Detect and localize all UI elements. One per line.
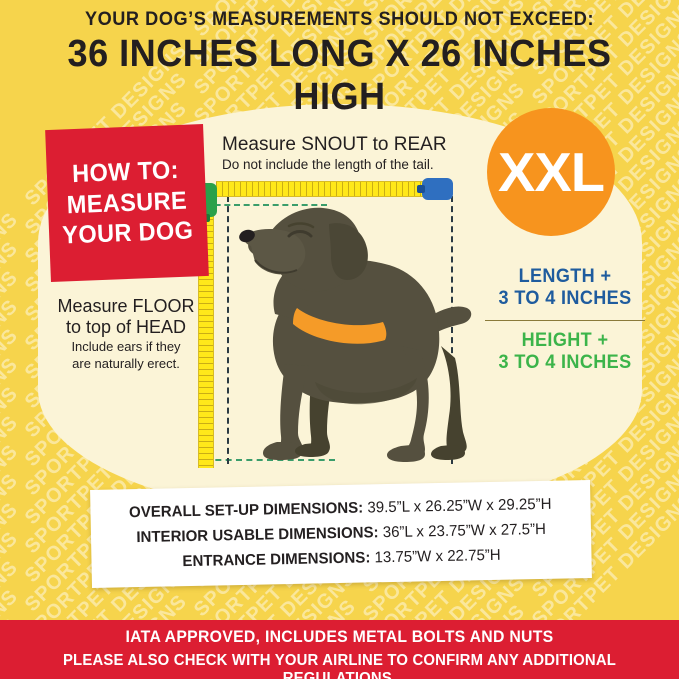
dog-muzzle	[244, 229, 306, 275]
dog-brow	[287, 222, 315, 229]
footer-line-2: PLEASE ALSO CHECK WITH YOUR AIRLINE TO C…	[62, 652, 617, 679]
header-subtitle: YOUR DOG’S MEASUREMENTS SHOULD NOT EXCEE…	[84, 8, 595, 30]
dimension-label-overall: OVERALL SET-UP DIMENSIONS:	[129, 499, 364, 522]
floor-callout-title-line1: Measure FLOOR	[57, 296, 195, 316]
tape-measure-horizontal-icon	[216, 178, 453, 200]
dog-collar	[293, 308, 387, 344]
header-title: 36 INCHES LONG X 26 INCHES HIGH	[67, 33, 612, 118]
dog-ear	[329, 223, 368, 280]
guide-line-floor	[205, 459, 335, 461]
footer-line-1: IATA APPROVED, INCLUDES METAL BOLTS AND …	[125, 627, 554, 646]
add-inches-divider	[485, 319, 645, 321]
dog-belly-shade	[315, 378, 417, 405]
floor-callout-subtitle-line2: are naturally erect.	[72, 356, 180, 372]
guide-line-snout	[227, 196, 229, 464]
guide-line-rear	[451, 196, 453, 464]
add-inches-block: LENGTH + 3 TO 4 INCHES HEIGHT + 3 TO 4 I…	[483, 266, 647, 375]
dog-hind-paw-far	[431, 445, 465, 460]
dog-eye	[287, 230, 313, 238]
dog-hind-leg-near	[401, 346, 429, 459]
tape-horizontal-band	[216, 181, 434, 197]
floor-callout-subtitle-line1: Include ears if they	[71, 339, 181, 355]
dimension-row-entrance: ENTRANCE DIMENSIONS: 13.75”W x 22.75”H	[182, 547, 501, 571]
how-to-line-2: MEASURE	[66, 186, 188, 220]
how-to-measure-banner: HOW TO: MEASURE YOUR DOG	[45, 124, 209, 282]
dog-hind-leg-far	[441, 346, 467, 454]
dimensions-box: OVERALL SET-UP DIMENSIONS: 39.5”L x 26.2…	[90, 479, 592, 589]
height-add-value: 3 TO 4 INCHES	[498, 352, 632, 374]
floor-to-head-callout: Measure FLOOR to top of HEAD Include ear…	[36, 296, 216, 372]
size-badge: XXL	[487, 108, 615, 236]
how-to-line-3: YOUR DOG	[62, 216, 195, 250]
header: YOUR DOG’S MEASUREMENTS SHOULD NOT EXCEE…	[0, 0, 679, 119]
dog-nose	[239, 229, 255, 243]
tape-horizontal-case	[417, 178, 453, 200]
snout-to-rear-callout: Measure SNOUT to REAR Do not include the…	[222, 134, 447, 173]
dog-hind-paw-near	[387, 445, 425, 462]
snout-callout-title: Measure SNOUT to REAR	[222, 134, 447, 155]
dimension-label-interior: INTERIOR USABLE DIMENSIONS:	[136, 524, 379, 547]
dimension-value-entrance: 13.75”W x 22.75”H	[374, 546, 501, 567]
dog-front-paw-near	[263, 442, 303, 460]
snout-callout-subtitle: Do not include the length of the tail.	[222, 156, 434, 172]
floor-callout-title-line2: to top of HEAD	[65, 316, 187, 337]
length-add-value: 3 TO 4 INCHES	[498, 288, 632, 310]
dimension-label-entrance: ENTRANCE DIMENSIONS:	[182, 549, 371, 571]
dog-illustration	[205, 196, 480, 466]
height-add-label: HEIGHT +	[521, 329, 609, 351]
length-add-label: LENGTH +	[518, 266, 612, 287]
dog-front-leg-near	[279, 364, 309, 458]
dimension-row-interior: INTERIOR USABLE DIMENSIONS: 36”L x 23.75…	[136, 521, 546, 547]
dimension-value-overall: 39.5”L x 26.25”W x 29.25”H	[367, 495, 552, 517]
dimension-value-interior: 36”L x 23.75”W x 27.5”H	[382, 520, 546, 542]
footer-banner: IATA APPROVED, INCLUDES METAL BOLTS AND …	[0, 620, 679, 679]
dog-front-paw-far	[295, 443, 329, 457]
size-badge-label: XXL	[497, 140, 605, 203]
how-to-line-1: HOW TO:	[72, 156, 180, 189]
dog-mouth	[254, 259, 298, 274]
guide-line-head-top	[205, 204, 327, 206]
dimension-row-overall: OVERALL SET-UP DIMENSIONS: 39.5”L x 26.2…	[129, 496, 552, 522]
